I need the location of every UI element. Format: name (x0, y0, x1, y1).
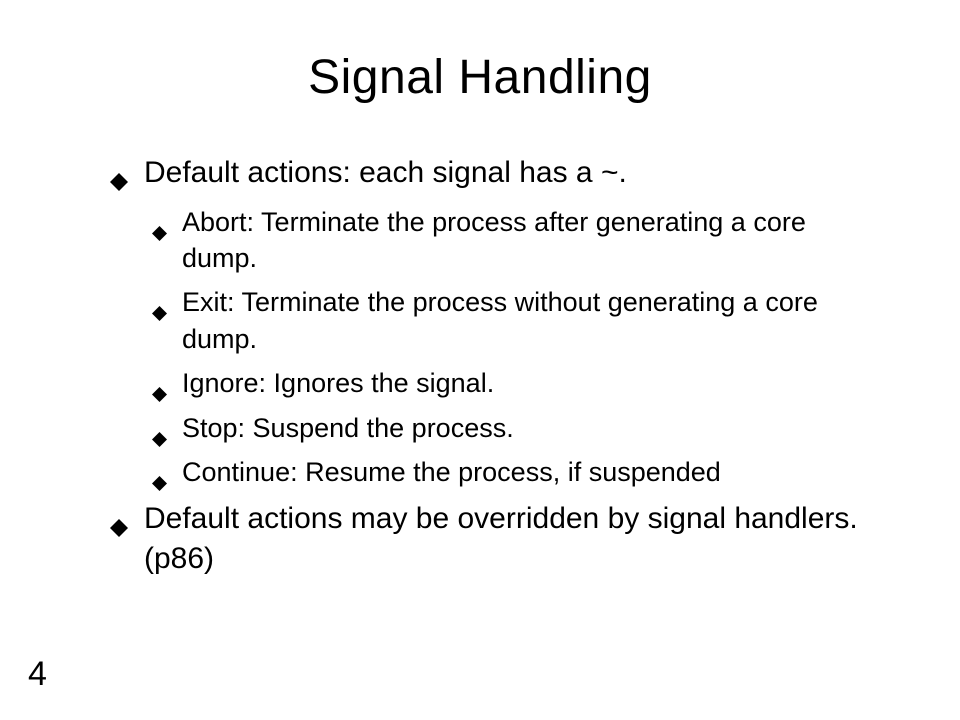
bullet-lvl1: Default actions may be overridden by sig… (110, 499, 870, 580)
bullet-text: Ignore: Ignores the signal. (182, 368, 494, 398)
slide-title: Signal Handling (60, 50, 900, 105)
diamond-icon (152, 294, 167, 330)
diamond-icon (152, 214, 167, 250)
bullet-text: Exit: Terminate the process without gene… (182, 287, 818, 353)
bullet-text: Default actions: each signal has a ~. (144, 156, 627, 189)
diamond-icon (110, 508, 128, 549)
bullet-text: Default actions may be overridden by sig… (144, 502, 858, 576)
bullet-text: Stop: Suspend the process. (182, 413, 514, 443)
bullet-lvl2: Exit: Terminate the process without gene… (152, 284, 870, 357)
bullet-lvl2: Abort: Terminate the process after gener… (152, 204, 870, 277)
sublist: Abort: Terminate the process after gener… (110, 204, 870, 491)
slide: Signal Handling Default actions: each si… (0, 0, 960, 720)
diamond-icon (110, 162, 128, 203)
bullet-text: Abort: Terminate the process after gener… (182, 207, 806, 273)
diamond-icon (152, 375, 167, 411)
bullet-lvl2: Stop: Suspend the process. (152, 410, 870, 446)
slide-content: Default actions: each signal has a ~. Ab… (60, 153, 900, 580)
page-number: 4 (28, 655, 47, 694)
diamond-icon (152, 420, 167, 456)
bullet-lvl1: Default actions: each signal has a ~. (110, 153, 870, 194)
bullet-lvl2: Continue: Resume the process, if suspend… (152, 454, 870, 490)
diamond-icon (152, 464, 167, 500)
bullet-text: Continue: Resume the process, if suspend… (182, 457, 721, 487)
bullet-lvl2: Ignore: Ignores the signal. (152, 365, 870, 401)
